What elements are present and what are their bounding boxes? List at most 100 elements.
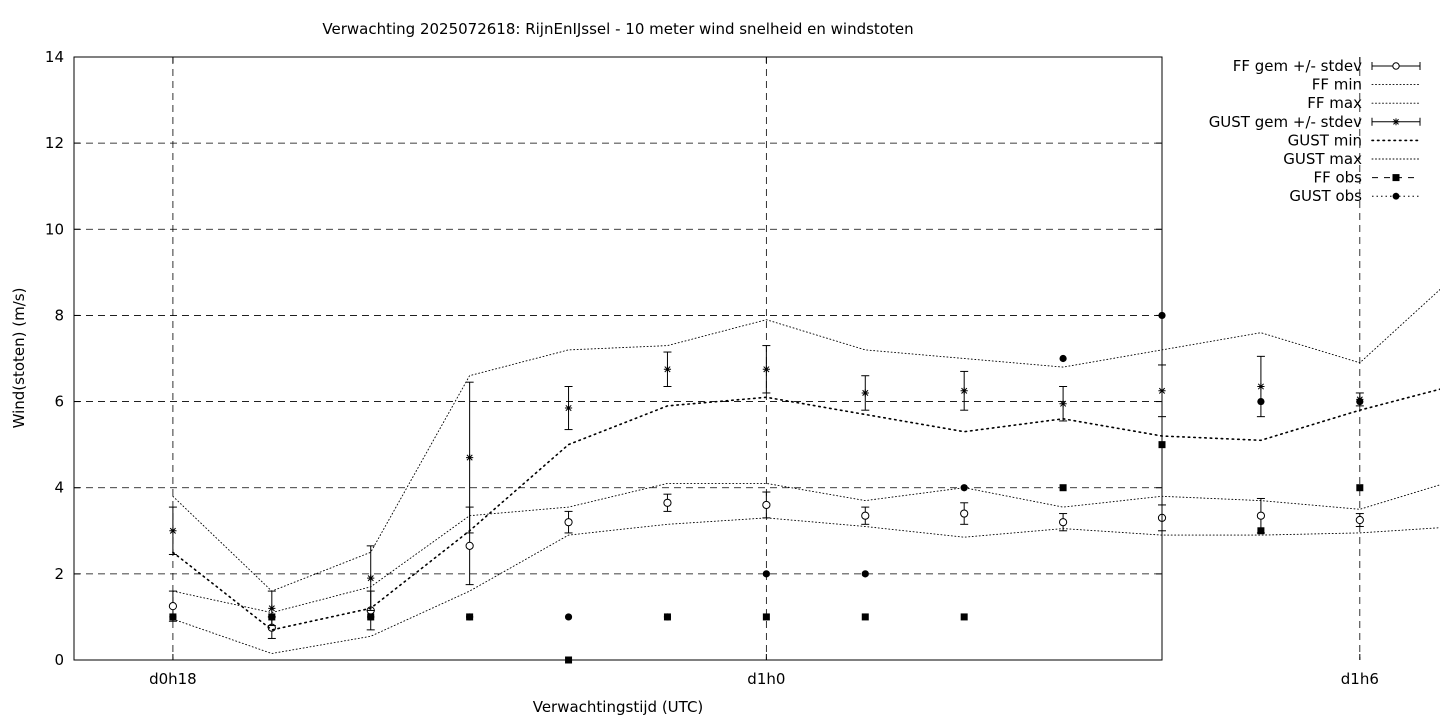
ff-mean-point bbox=[663, 493, 672, 512]
gust-mean-point bbox=[960, 370, 969, 411]
gust-min-line bbox=[172, 388, 1440, 631]
ff-mean-marker bbox=[564, 518, 573, 527]
legend-label: GUST max bbox=[1283, 150, 1362, 168]
ff-mean-marker bbox=[1256, 511, 1266, 520]
x-tick-label: d0h18 bbox=[149, 670, 197, 688]
ff-mean-marker bbox=[762, 500, 771, 510]
legend-label: FF gem +/- stdev bbox=[1233, 57, 1362, 75]
legend-swatch-marker bbox=[1392, 118, 1400, 126]
ff-min-line bbox=[172, 517, 1440, 654]
ff-obs-marker bbox=[960, 613, 968, 621]
gust-obs-marker bbox=[663, 613, 672, 621]
gust-mean-marker bbox=[169, 527, 177, 535]
gust-max-line bbox=[172, 288, 1440, 592]
plot-frame bbox=[73, 56, 1163, 661]
gust-mean-marker bbox=[1059, 400, 1067, 408]
gust-obs-marker bbox=[1356, 397, 1364, 406]
ff-mean-point bbox=[1058, 513, 1068, 532]
ff-mean-point bbox=[564, 510, 573, 534]
ff-mean-marker bbox=[663, 498, 672, 507]
ff-obs-marker bbox=[762, 613, 770, 621]
ff-max-line bbox=[172, 482, 1440, 614]
y-tick-label: 12 bbox=[45, 134, 64, 152]
y-tick-label: 8 bbox=[54, 306, 64, 324]
legend-entry: FF gem +/- stdev bbox=[1233, 57, 1421, 75]
y-tick-label: 14 bbox=[45, 48, 64, 66]
legend-label: FF max bbox=[1307, 94, 1362, 112]
y-tick-label: 0 bbox=[54, 651, 64, 669]
grid-lines bbox=[74, 57, 1361, 660]
gust-obs-marker bbox=[861, 570, 869, 578]
chart-title: Verwachting 2025072618: RijnEnIJssel - 1… bbox=[322, 20, 913, 38]
x-tick-label: d1h6 bbox=[1341, 670, 1379, 688]
gust-obs-marker bbox=[367, 613, 375, 621]
gust-mean-marker bbox=[960, 387, 968, 395]
gust-mean-point bbox=[1059, 385, 1068, 422]
gust-mean-point bbox=[663, 351, 672, 387]
ff-obs-marker bbox=[861, 613, 869, 621]
y-tick-label: 2 bbox=[54, 565, 64, 583]
x-axis-label: Verwachtingstijd (UTC) bbox=[533, 698, 704, 716]
gust-obs-marker bbox=[762, 570, 770, 578]
gust-mean-point bbox=[465, 381, 474, 534]
gust-obs-marker bbox=[1257, 397, 1265, 406]
gust-mean-marker bbox=[564, 404, 573, 412]
ff-mean-point bbox=[168, 590, 178, 622]
gust-mean-marker bbox=[466, 453, 474, 462]
legend-entry: FF max bbox=[1307, 94, 1421, 112]
legend-label: GUST min bbox=[1288, 131, 1362, 149]
gust-obs-marker bbox=[169, 613, 177, 621]
x-tick-label: d1h0 bbox=[747, 670, 785, 688]
ff-mean-marker bbox=[465, 541, 474, 550]
gust-mean-marker bbox=[1257, 382, 1265, 391]
axis-ticks: 02468101214d0h18d1h0d1h6d1h12d1h18d2h0d2… bbox=[45, 48, 1379, 688]
legend-label: FF obs bbox=[1313, 169, 1362, 187]
ff-obs-marker bbox=[1356, 484, 1364, 492]
gust-mean-marker bbox=[268, 604, 276, 612]
legend-entry: GUST max bbox=[1283, 150, 1421, 168]
legend-label: GUST gem +/- stdev bbox=[1209, 113, 1362, 131]
gust-obs-marker bbox=[1059, 354, 1067, 363]
gust-mean-marker bbox=[663, 365, 672, 373]
gust-mean-marker bbox=[762, 365, 770, 373]
gust-mean-marker bbox=[367, 574, 375, 582]
gust-obs-marker bbox=[466, 613, 474, 621]
gust-obs-marker bbox=[268, 613, 276, 621]
legend-entry: FF obs bbox=[1313, 169, 1420, 187]
gust-mean-point bbox=[861, 375, 870, 411]
legend-entry: FF min bbox=[1312, 76, 1421, 94]
legend-swatch-marker bbox=[1392, 62, 1400, 70]
gust-mean-point bbox=[762, 345, 771, 394]
ff-mean-point bbox=[960, 502, 969, 525]
ff-mean-marker bbox=[960, 509, 969, 518]
gust-mean-point bbox=[366, 545, 375, 611]
legend-label: GUST obs bbox=[1289, 187, 1362, 205]
ff-mean-point bbox=[1355, 513, 1364, 527]
y-tick-label: 4 bbox=[54, 479, 64, 497]
legend-label: FF min bbox=[1312, 76, 1362, 94]
ff-obs-marker bbox=[1257, 527, 1265, 535]
gust-mean-marker bbox=[861, 389, 869, 397]
legend-swatch-marker bbox=[1392, 192, 1400, 200]
legend-entry: GUST obs bbox=[1289, 187, 1420, 205]
gust-obs-marker bbox=[564, 613, 573, 621]
gust-mean-point bbox=[168, 506, 177, 555]
y-tick-label: 10 bbox=[45, 220, 64, 238]
legend-entry: GUST gem +/- stdev bbox=[1209, 113, 1421, 131]
ff-obs-marker bbox=[1059, 484, 1067, 492]
ff-mean-marker bbox=[168, 602, 178, 611]
ff-mean-marker bbox=[861, 511, 870, 520]
legend-entry: GUST min bbox=[1288, 131, 1421, 149]
data-series bbox=[168, 288, 1440, 664]
gust-mean-point bbox=[564, 385, 573, 431]
legend-swatch-marker bbox=[1392, 174, 1400, 182]
y-axis-label: Wind(stoten) (m/s) bbox=[10, 288, 28, 429]
ff-mean-point bbox=[861, 506, 870, 525]
ff-mean-marker bbox=[1355, 515, 1364, 525]
gust-obs-marker bbox=[960, 484, 968, 492]
y-tick-label: 6 bbox=[54, 393, 64, 411]
ff-mean-point bbox=[762, 491, 771, 519]
ff-mean-marker bbox=[1058, 518, 1068, 527]
